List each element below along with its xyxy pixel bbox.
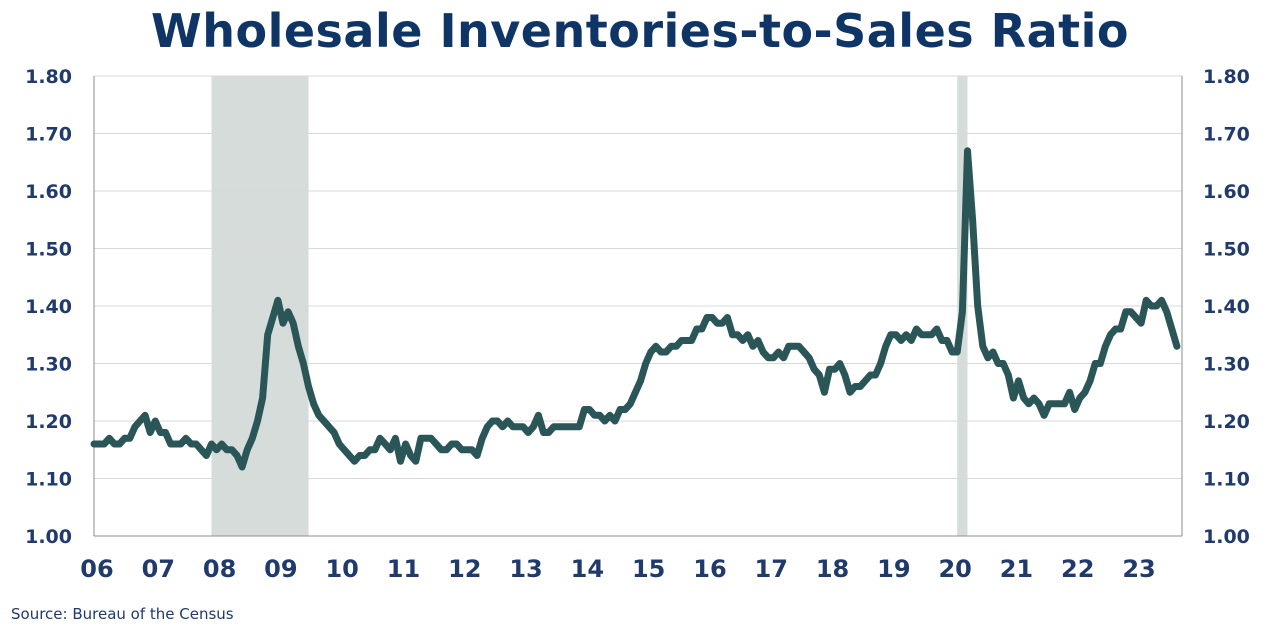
y-tick-label-left: 1.50 xyxy=(25,239,72,261)
x-tick-label: 22 xyxy=(1061,555,1094,583)
y-axis-left-ticks: 1.00 1.10 1.20 1.30 1.40 1.50 1.60 1.70 1.80 xyxy=(25,66,72,548)
y-tick-label-right: 1.70 xyxy=(1203,124,1250,146)
x-tick-label: 21 xyxy=(1000,555,1033,583)
y-tick-label-right: 1.80 xyxy=(1203,66,1250,88)
y-tick-label-right: 1.20 xyxy=(1203,411,1250,433)
x-tick-label: 12 xyxy=(448,555,481,583)
gridlines xyxy=(94,75,1182,479)
x-tick-label: 23 xyxy=(1122,555,1155,583)
y-tick-label-left: 1.10 xyxy=(25,469,72,491)
y-tick-label-right: 1.00 xyxy=(1203,526,1250,548)
series-line-0 xyxy=(90,147,1181,471)
y-tick-label-left: 1.00 xyxy=(25,526,72,548)
x-axis-ticks: 06 07 08 09 10 11 12 13 14 15 16 17 18 19 20 21 22 23 xyxy=(80,555,1155,583)
y-tick-label-right: 1.30 xyxy=(1203,354,1250,376)
axes xyxy=(93,76,1183,537)
x-tick-label: 19 xyxy=(877,555,910,583)
x-tick-label: 13 xyxy=(509,555,542,583)
y-axis-right-ticks: 1.00 1.10 1.20 1.30 1.40 1.50 1.60 1.70 1.80 xyxy=(1203,66,1250,548)
chart-title: Wholesale Inventories-to-Sales Ratio xyxy=(150,4,1129,58)
y-tick-label-left: 1.20 xyxy=(25,411,72,433)
y-tick-label-left: 1.30 xyxy=(25,354,72,376)
y-tick-label-right: 1.60 xyxy=(1203,181,1250,203)
x-tick-label: 09 xyxy=(264,555,297,583)
source-note: Source: Bureau of the Census xyxy=(11,605,234,623)
x-tick-label: 06 xyxy=(80,555,113,583)
x-tick-label: 15 xyxy=(632,555,665,583)
x-tick-label: 11 xyxy=(387,555,420,583)
x-tick-label: 16 xyxy=(693,555,726,583)
x-tick-label: 20 xyxy=(938,555,971,583)
y-tick-label-left: 1.40 xyxy=(25,296,72,318)
series-lines xyxy=(90,147,1181,471)
y-tick-label-left: 1.80 xyxy=(25,66,72,88)
y-tick-label-right: 1.10 xyxy=(1203,469,1250,491)
x-tick-label: 08 xyxy=(203,555,236,583)
x-tick-label: 10 xyxy=(325,555,358,583)
x-tick-label: 07 xyxy=(142,555,175,583)
y-tick-label-left: 1.70 xyxy=(25,124,72,146)
x-tick-label: 18 xyxy=(816,555,849,583)
x-tick-label: 17 xyxy=(755,555,788,583)
y-tick-label-left: 1.60 xyxy=(25,181,72,203)
y-tick-label-right: 1.50 xyxy=(1203,239,1250,261)
x-tick-label: 14 xyxy=(571,555,604,583)
y-tick-label-right: 1.40 xyxy=(1203,296,1250,318)
